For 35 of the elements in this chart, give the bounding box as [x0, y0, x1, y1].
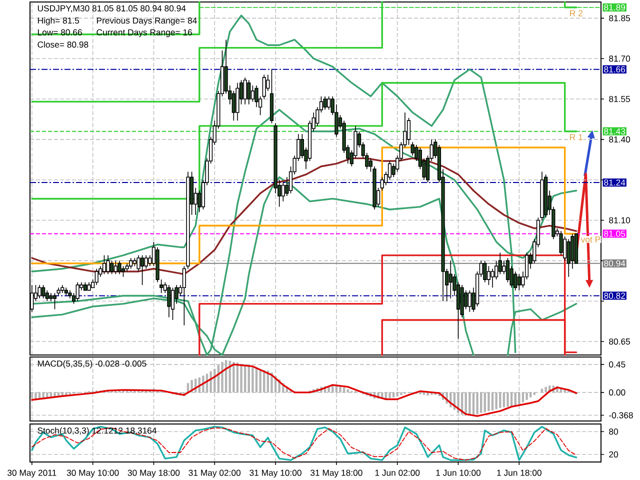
annotation: vot P — [580, 236, 600, 243]
y-tick-label: 81.70 — [609, 56, 630, 62]
x-tick-label: 31 May 10:00 — [250, 470, 302, 478]
annotation: R 1 — [570, 134, 582, 140]
y-tick-label: 81.40 — [609, 136, 630, 142]
ref-line-label: 81.05 — [604, 230, 626, 237]
y-tick-label: 81.85 — [609, 15, 630, 22]
x-tick-label: 30 May 2011 — [8, 470, 56, 478]
x-tick-label: 30 May 10:00 — [66, 470, 119, 478]
y-tick-label: 80 — [609, 428, 618, 435]
annotation: Close= 80.98 — [38, 41, 88, 48]
y-tick-label: 0.00 — [609, 389, 626, 396]
x-tick-label: 1 Jun 18:00 — [497, 470, 542, 476]
y-tick-label: -0.368 — [609, 412, 633, 418]
chart-title: USDJPY,M30 81.05 81.05 80.94 80.94 — [38, 5, 186, 12]
x-tick-label: 31 May 18:00 — [310, 470, 362, 478]
annotation: High= 81.5 — [38, 17, 80, 26]
x-tick-label: 1 Jun 10:00 — [436, 470, 481, 476]
x-tick-label: 31 May 02:00 — [188, 470, 241, 478]
x-tick-label: 30 May 18:00 — [128, 470, 180, 478]
y-tick-label: 81.55 — [609, 96, 630, 102]
y-tick-label: 20 — [609, 451, 618, 458]
y-tick-label: 80.65 — [609, 338, 630, 345]
annotation: Previous Days Range= 84 — [96, 17, 197, 26]
ref-line-label: 81.66 — [604, 66, 626, 72]
y-tick-label: 0.45 — [609, 361, 626, 368]
ref-line-label: 80.82 — [604, 292, 625, 299]
chart-title: MACD(5,35,5) -0.028 -0.005 — [38, 360, 146, 368]
ref-line-label: 81.24 — [604, 179, 626, 186]
x-tick-label: 1 Jun 02:00 — [375, 470, 420, 476]
ref-line-label: 80.94 — [604, 260, 626, 266]
series-label: 81.89 — [604, 4, 626, 10]
y-tick-label: 81.10 — [609, 217, 630, 224]
annotation: R 2 — [570, 10, 582, 16]
ref-line-label: 81.43 — [604, 128, 626, 134]
